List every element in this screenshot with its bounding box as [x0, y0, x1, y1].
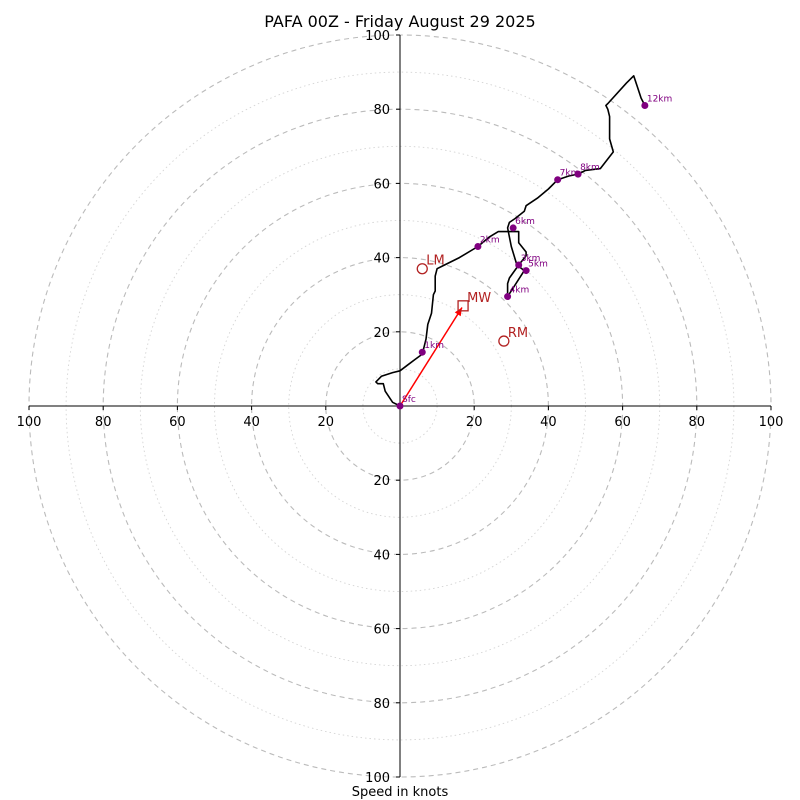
height-point-label: 8km	[580, 163, 600, 173]
height-point	[515, 261, 523, 269]
x-axis-label: Speed in knots	[352, 785, 449, 800]
height-point	[509, 224, 517, 232]
x-tick-label: 40	[243, 415, 260, 430]
y-tick-label: 20	[373, 474, 390, 489]
height-point	[554, 176, 562, 184]
height-point-label: 2km	[480, 235, 500, 245]
height-point	[396, 402, 404, 410]
tick-labels: 100 80 60 40 20 20 40 60 80 100 100 80 60 40 20 20 40 60 8…	[17, 29, 784, 786]
mean-wind-arrow-head	[454, 307, 462, 317]
height-point-label: 1km	[424, 341, 444, 351]
height-point-label: 4km	[510, 286, 530, 296]
mean-wind-arrow	[399, 307, 463, 407]
y-tick-label: 100	[365, 29, 390, 44]
y-tick-label: 40	[373, 548, 390, 563]
mean-wind-marker	[457, 300, 469, 312]
height-point-label: 5km	[528, 260, 548, 270]
y-tick-label: 80	[373, 697, 390, 712]
storm-motion-marker	[416, 263, 428, 275]
height-point-label: 6km	[515, 217, 535, 227]
height-point	[574, 170, 582, 178]
height-point-label: 12km	[647, 94, 672, 104]
y-tick-label: 60	[373, 623, 390, 638]
x-tick-label: 40	[540, 415, 557, 430]
chart-title: PAFA 00Z - Friday August 29 2025	[264, 12, 535, 31]
height-point-label: 3km	[521, 254, 541, 264]
hodograph-line	[375, 75, 646, 407]
height-point-label: Sfc	[402, 395, 416, 405]
y-tick-label: 80	[373, 103, 390, 118]
height-point	[474, 242, 482, 250]
height-point	[418, 348, 426, 356]
y-tick-label: 100	[365, 771, 390, 786]
mean-wind-arrow-shaft	[399, 307, 463, 407]
storm-motion-label: LM	[426, 254, 444, 269]
y-tick-label: 40	[373, 252, 390, 267]
hodograph-trace	[375, 75, 646, 407]
x-tick-label: 20	[318, 415, 335, 430]
x-tick-label: 80	[95, 415, 112, 430]
x-tick-label: 100	[17, 415, 42, 430]
storm-motion-markers: LM RM MW	[416, 254, 528, 347]
y-tick-label: 20	[373, 326, 390, 341]
storm-motion-label: RM	[508, 326, 528, 341]
storm-motion-label: MW	[467, 291, 491, 306]
y-tick-label: 60	[373, 177, 390, 192]
x-tick-label: 100	[759, 415, 784, 430]
height-point	[522, 267, 530, 275]
height-point-label: 7km	[560, 169, 580, 179]
height-point	[504, 293, 512, 301]
x-tick-label: 80	[689, 415, 706, 430]
x-tick-label: 60	[169, 415, 186, 430]
height-point	[641, 101, 649, 109]
x-tick-label: 60	[614, 415, 631, 430]
storm-motion-marker	[498, 335, 510, 347]
x-tick-label: 20	[466, 415, 483, 430]
